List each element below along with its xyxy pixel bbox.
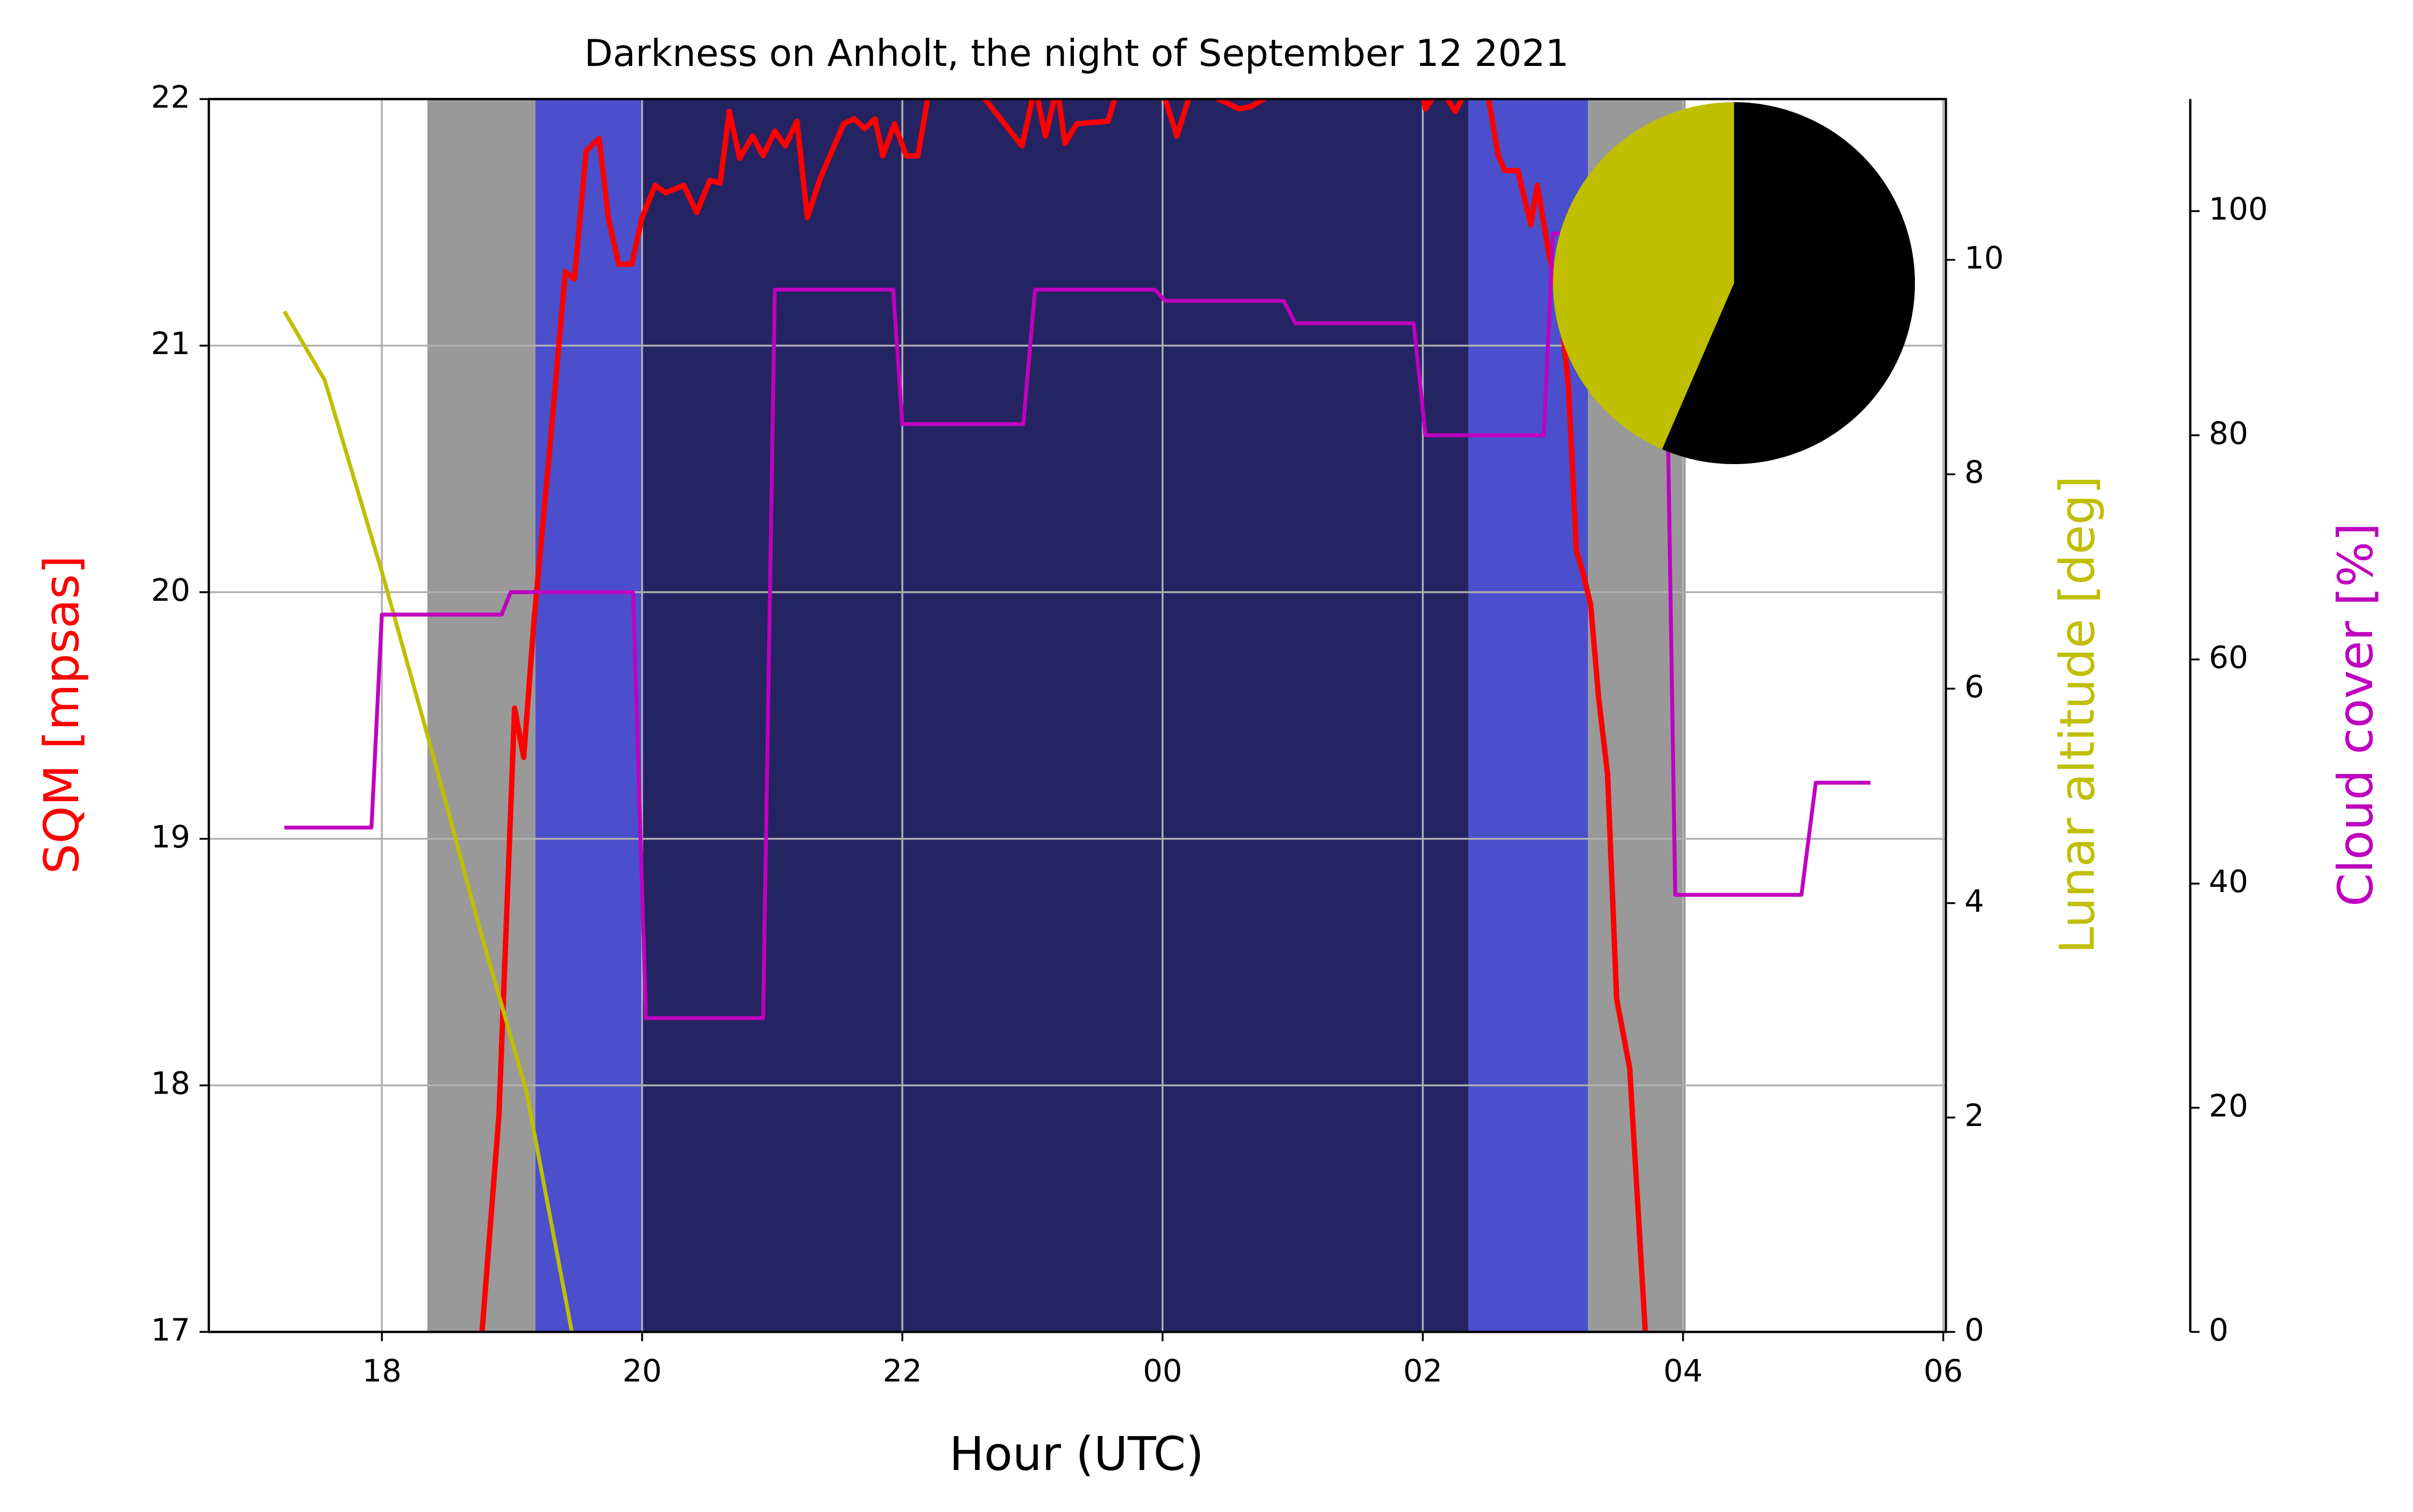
pie-wedge bbox=[1662, 102, 1915, 464]
y-tick-label: 19 bbox=[151, 819, 190, 855]
y-tick-label: 18 bbox=[151, 1065, 190, 1102]
y3-tick-label: 20 bbox=[2209, 1088, 2248, 1124]
twilight-band bbox=[535, 99, 642, 1332]
y2-tick-label: 10 bbox=[1964, 240, 2004, 276]
y2-tick-label: 2 bbox=[1964, 1097, 1984, 1133]
y2-tick-label: 6 bbox=[1964, 669, 1984, 705]
y-axis-label: SQM [mpsas] bbox=[34, 556, 90, 874]
y3-tick-label: 60 bbox=[2209, 640, 2248, 676]
y2-tick-label: 0 bbox=[1964, 1312, 1984, 1348]
x-tick-label: 22 bbox=[882, 1353, 922, 1389]
twilight-band bbox=[427, 99, 536, 1332]
pie bbox=[1553, 102, 1915, 464]
y2-tick-label: 4 bbox=[1964, 883, 1984, 919]
x-tick-label: 18 bbox=[362, 1353, 401, 1389]
y2-tick-label: 8 bbox=[1964, 454, 1984, 490]
chart-title: Darkness on Anholt, the night of Septemb… bbox=[584, 32, 1569, 75]
x-tick-label: 04 bbox=[1663, 1353, 1703, 1389]
twilight-band bbox=[642, 99, 1469, 1332]
x-tick-label: 20 bbox=[623, 1353, 662, 1389]
x-tick-label: 02 bbox=[1403, 1353, 1442, 1389]
y3-tick-label: 80 bbox=[2209, 415, 2248, 451]
y-tick-label: 17 bbox=[151, 1312, 190, 1348]
pie-wedge bbox=[1553, 102, 1734, 449]
y-tick-label: 20 bbox=[151, 572, 190, 608]
bands bbox=[427, 99, 1686, 1332]
y3-axis-label: Cloud cover [%] bbox=[2328, 523, 2384, 906]
y-tick-label: 22 bbox=[151, 79, 190, 115]
x-tick-label: 06 bbox=[1923, 1353, 1963, 1389]
plot-frame bbox=[207, 98, 1947, 1333]
y3-tick-label: 100 bbox=[2209, 191, 2268, 227]
series-line bbox=[479, 99, 1648, 1332]
x-axis-label: Hour (UTC) bbox=[949, 1427, 1204, 1481]
y-tick-label: 21 bbox=[151, 325, 190, 362]
y3-tick-label: 0 bbox=[2209, 1312, 2229, 1348]
x-tick-label: 00 bbox=[1143, 1353, 1182, 1389]
y3-tick-label: 40 bbox=[2209, 863, 2248, 900]
axes: 18 20 22 00 02 04 0617181920212202468100204060… bbox=[151, 79, 2268, 1389]
series-line bbox=[282, 310, 574, 1332]
y2-axis-label: Lunar altitude [deg] bbox=[2049, 476, 2105, 954]
